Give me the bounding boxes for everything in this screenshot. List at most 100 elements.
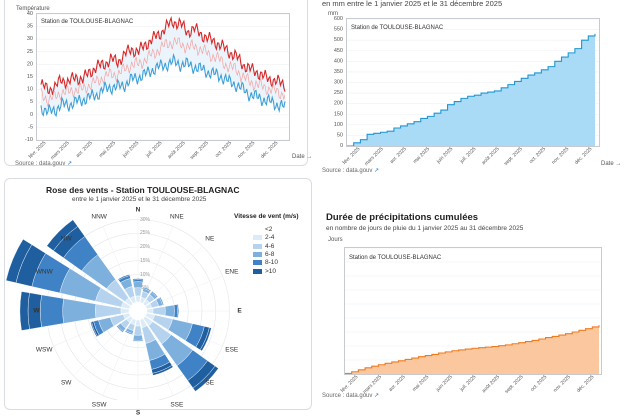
- temperature-lines: [37, 14, 289, 140]
- rose-segment: [146, 308, 154, 314]
- rose-direction-label: NNW: [91, 213, 107, 221]
- rain-xtick: avr. 2025: [389, 146, 408, 165]
- precip-xtick: avr. 2025: [388, 374, 407, 393]
- rain-area: [347, 19, 599, 146]
- rose-segment: [159, 296, 164, 306]
- precip-xtick: déc. 2025: [576, 374, 596, 394]
- rain-xtick: nov. 2025: [551, 146, 571, 166]
- temperature-ylabel: Température: [16, 6, 50, 12]
- rose-direction-label: WSW: [35, 346, 53, 354]
- rose-percent-label: 10%: [139, 271, 151, 278]
- precip-xtick: nov. 2025: [552, 374, 572, 394]
- rose-direction-label: W: [33, 307, 40, 315]
- rose-legend-swatch: [253, 260, 262, 266]
- rose-segment: [62, 298, 97, 324]
- rain-ytick: 200: [334, 101, 343, 107]
- rose-direction-label: NNE: [169, 213, 184, 221]
- rose-legend-label: 4-6: [265, 242, 275, 250]
- temperature-mid-line: [40, 37, 286, 107]
- rose-legend-swatch: [253, 243, 262, 249]
- rose-direction-label: NE: [205, 235, 215, 243]
- rain-ytick: 350: [334, 69, 343, 75]
- rose-title: Rose des vents - Station TOULOUSE-BLAGNA…: [46, 185, 240, 195]
- rose-direction-label: WNW: [35, 268, 53, 276]
- rose-legend-label: >10: [265, 267, 277, 275]
- rose-segment: [116, 325, 124, 333]
- temperature-ylabel-text: Température: [16, 6, 50, 12]
- rose-legend-item[interactable]: 4-6: [253, 243, 274, 250]
- rose-segment: [46, 219, 78, 251]
- rose-legend-item[interactable]: 6-8: [253, 251, 274, 258]
- rose-legend-item[interactable]: 2-4: [253, 234, 274, 241]
- rose-direction-label: SE: [205, 379, 215, 387]
- rose-legend-swatch: [253, 268, 262, 274]
- rose-direction-label: N: [135, 206, 141, 213]
- rose-segment: [151, 290, 159, 298]
- rose-direction-label: ESE: [225, 346, 239, 354]
- rose-segment: [176, 304, 179, 318]
- precip-line: [345, 325, 600, 374]
- rose-percent-label: 30%: [139, 216, 151, 223]
- rose-segment: [152, 365, 174, 376]
- rose-segment: [5, 238, 33, 284]
- precip-xtick: juil. 2025: [458, 374, 477, 393]
- precip-yunit: Jours: [328, 237, 343, 243]
- precip-area: [345, 248, 601, 374]
- wind-rose: [5, 219, 230, 400]
- temperature-source: Source : data.gouv ↗: [15, 160, 72, 167]
- rain-ytick: 300: [334, 80, 343, 86]
- rose-direction-label: E: [237, 307, 242, 315]
- temperature-station-label: Station de TOULOUSE-BLAGNAC: [41, 19, 134, 25]
- rose-segment: [132, 278, 144, 281]
- rose-percent-label: 5%: [141, 285, 149, 292]
- rose-segment: [19, 291, 30, 331]
- temperature-xunit: Date →: [292, 154, 313, 160]
- rose-legend-label: 2-4: [265, 234, 275, 242]
- rain-station-label: Station de TOULOUSE-BLAGNAC: [351, 25, 444, 31]
- rain-title: en mm entre le 1 janvier 2025 et le 31 d…: [322, 0, 503, 8]
- rose-legend-label: <2: [265, 226, 273, 233]
- rain-ytick: 400: [334, 58, 343, 64]
- rose-direction-label: S: [135, 409, 141, 416]
- rain-xtick: juin 2025: [435, 146, 454, 165]
- rose-segment: [133, 325, 143, 336]
- rain-line: [347, 33, 596, 146]
- external-link-icon[interactable]: ↗: [374, 168, 380, 174]
- rose-segment: [152, 306, 166, 316]
- rose-percent-label: 25%: [139, 230, 151, 237]
- rose-direction-label: SSE: [170, 401, 184, 409]
- precip-xtick: oct. 2025: [529, 374, 548, 393]
- rose-segment: [132, 339, 144, 342]
- temperature-source-text: Source : data.gouv: [15, 161, 66, 167]
- rose-segment: [120, 307, 130, 315]
- precip-source-text: Source : data.gouv: [322, 393, 373, 399]
- rose-direction-label: ENE: [225, 268, 239, 276]
- rose-legend-swatch: [253, 235, 262, 241]
- rain-xtick: juil. 2025: [458, 146, 477, 165]
- rain-xtick: déc. 2025: [574, 146, 594, 166]
- rose-segment: [132, 334, 144, 341]
- temperature-min-line: [40, 52, 286, 118]
- rain-ytick: 100: [334, 122, 343, 128]
- rose-legend-item[interactable]: 8-10: [253, 259, 278, 266]
- precip-xtick: août 2025: [481, 374, 501, 394]
- precip-title: Durée de précipitations cumulées: [326, 212, 479, 223]
- rose-direction-label: NW: [60, 235, 72, 243]
- rain-yunit: mm: [328, 11, 338, 17]
- rain-xtick: août 2025: [481, 146, 501, 166]
- external-link-icon[interactable]: ↗: [374, 393, 380, 399]
- rose-legend-item[interactable]: <2: [253, 226, 272, 233]
- rain-xtick: sept. 2025: [503, 146, 524, 167]
- rose-legend-item[interactable]: >10: [253, 268, 276, 275]
- rose-percent-label: 20%: [139, 244, 151, 250]
- rose-segment: [199, 327, 212, 352]
- precip-plot: Station de TOULOUSE-BLAGNAC: [344, 247, 602, 375]
- rain-xunit: Date →: [601, 161, 622, 167]
- rose-segment: [124, 330, 134, 335]
- rose-segment: [90, 321, 98, 338]
- precip-subtitle: en nombre de jours de pluie du 1 janvier…: [326, 225, 524, 232]
- rose-subtitle: entre le 1 janvier 2025 et le 31 décembr…: [72, 196, 207, 203]
- rose-legend-label: 8-10: [265, 259, 279, 267]
- precip-xtick: mai 2025: [411, 374, 430, 393]
- external-link-icon[interactable]: ↗: [67, 161, 73, 167]
